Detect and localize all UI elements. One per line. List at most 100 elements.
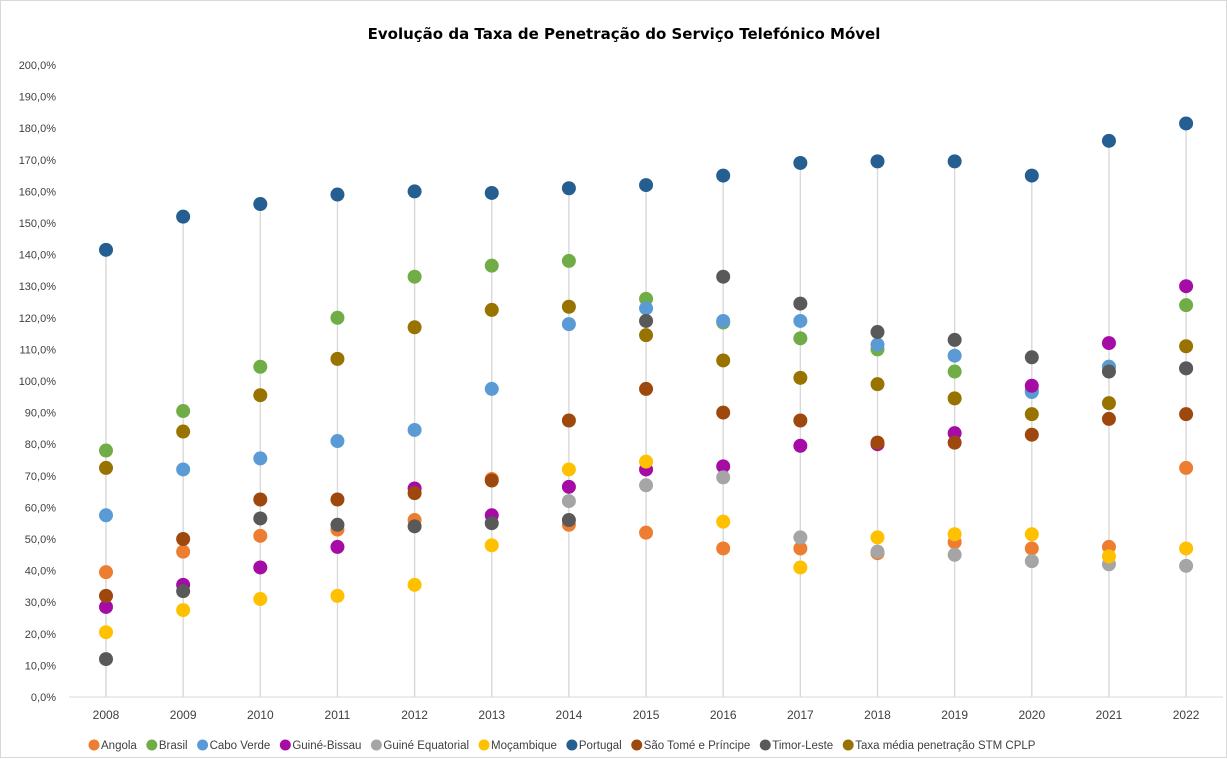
data-point: [484, 473, 499, 488]
data-point: [484, 538, 499, 553]
data-point: [330, 310, 345, 325]
data-point: [870, 377, 885, 392]
data-point: [99, 588, 113, 603]
data-point: [1024, 527, 1039, 542]
data-point: [793, 155, 808, 170]
legend-marker: [842, 739, 854, 751]
data-point: [947, 332, 962, 347]
y-tick-label: 190,0%: [19, 92, 57, 104]
y-tick-label: 70,0%: [25, 471, 56, 483]
data-point: [561, 317, 576, 332]
data-point: [407, 269, 422, 284]
x-tick-label: 2010: [247, 708, 274, 722]
data-point: [639, 178, 654, 193]
data-point: [870, 530, 885, 545]
data-point: [1024, 554, 1039, 569]
data-point: [561, 513, 576, 528]
data-point: [484, 258, 499, 273]
data-point: [407, 486, 422, 501]
data-point: [253, 388, 268, 403]
legend-marker: [279, 739, 291, 751]
data-point: [330, 492, 345, 507]
data-point: [716, 269, 731, 284]
data-point: [253, 359, 268, 374]
data-point: [639, 525, 654, 540]
data-point: [947, 364, 962, 379]
data-point: [330, 539, 345, 554]
y-tick-label: 120,0%: [19, 313, 57, 325]
data-point: [407, 577, 422, 592]
data-point: [716, 541, 731, 556]
data-point: [99, 443, 113, 458]
data-point: [330, 588, 345, 603]
legend-label: Brasil: [159, 740, 188, 752]
data-point: [870, 337, 885, 352]
x-tick-label: 2008: [93, 708, 120, 722]
data-point: [947, 435, 962, 450]
data-point: [1024, 541, 1039, 556]
data-point: [1179, 541, 1194, 556]
data-point: [484, 381, 499, 396]
data-point: [484, 302, 499, 317]
data-point: [407, 320, 422, 335]
data-point: [793, 313, 808, 328]
data-point: [870, 325, 885, 340]
data-point: [407, 184, 422, 199]
data-point: [1101, 364, 1116, 379]
data-point: [330, 434, 345, 449]
data-point: [253, 560, 268, 575]
x-tick-label: 2009: [170, 708, 197, 722]
data-point: [176, 544, 191, 559]
data-point: [793, 541, 808, 556]
y-tick-label: 160,0%: [19, 186, 57, 198]
data-point: [561, 494, 576, 509]
legend-label: Portugal: [579, 740, 622, 752]
data-point: [99, 508, 113, 523]
data-point: [561, 181, 576, 196]
data-point: [716, 405, 731, 420]
legend-label: Angola: [101, 740, 137, 752]
data-point: [330, 517, 345, 532]
y-tick-label: 80,0%: [25, 439, 56, 451]
legend-marker: [146, 739, 158, 751]
x-tick-label: 2022: [1173, 708, 1200, 722]
data-point: [1024, 427, 1039, 442]
data-point: [1179, 407, 1194, 422]
data-point: [716, 459, 731, 474]
data-point: [99, 625, 113, 640]
data-point: [407, 519, 422, 534]
x-axis-ticks: 2008 2009 2010 2011 2012 2013 2014 2015 2016 2017…: [93, 708, 1200, 722]
legend-marker: [370, 739, 382, 751]
data-point: [639, 313, 654, 328]
y-tick-label: 0,0%: [31, 692, 56, 704]
x-tick-label: 2018: [864, 708, 891, 722]
y-tick-label: 90,0%: [25, 408, 56, 420]
legend-marker: [197, 739, 209, 751]
data-point: [253, 592, 268, 607]
y-tick-label: 20,0%: [25, 629, 56, 641]
legend: Angola Brasil Cabo Verde Guiné-Bissau Guiné …: [88, 739, 1036, 752]
data-point: [253, 528, 268, 543]
data-point: [176, 404, 191, 419]
x-tick-label: 2016: [710, 708, 737, 722]
data-point: [793, 370, 808, 385]
x-tick-label: 2015: [633, 708, 660, 722]
data-point: [1024, 168, 1039, 183]
data-point: [947, 348, 962, 363]
data-point: [561, 413, 576, 428]
data-point: [716, 514, 731, 529]
data-point: [639, 454, 654, 469]
data-point: [253, 492, 268, 507]
y-tick-label: 170,0%: [19, 155, 57, 167]
data-point: [716, 353, 731, 368]
x-tick-label: 2020: [1018, 708, 1045, 722]
x-tick-label: 2013: [478, 708, 505, 722]
data-point: [99, 652, 113, 667]
legend-label: Guiné-Bissau: [292, 740, 361, 752]
data-point: [407, 422, 422, 437]
data-point: [1024, 378, 1039, 393]
data-point: [947, 154, 962, 169]
legend-marker: [631, 739, 643, 751]
data-point: [793, 530, 808, 545]
